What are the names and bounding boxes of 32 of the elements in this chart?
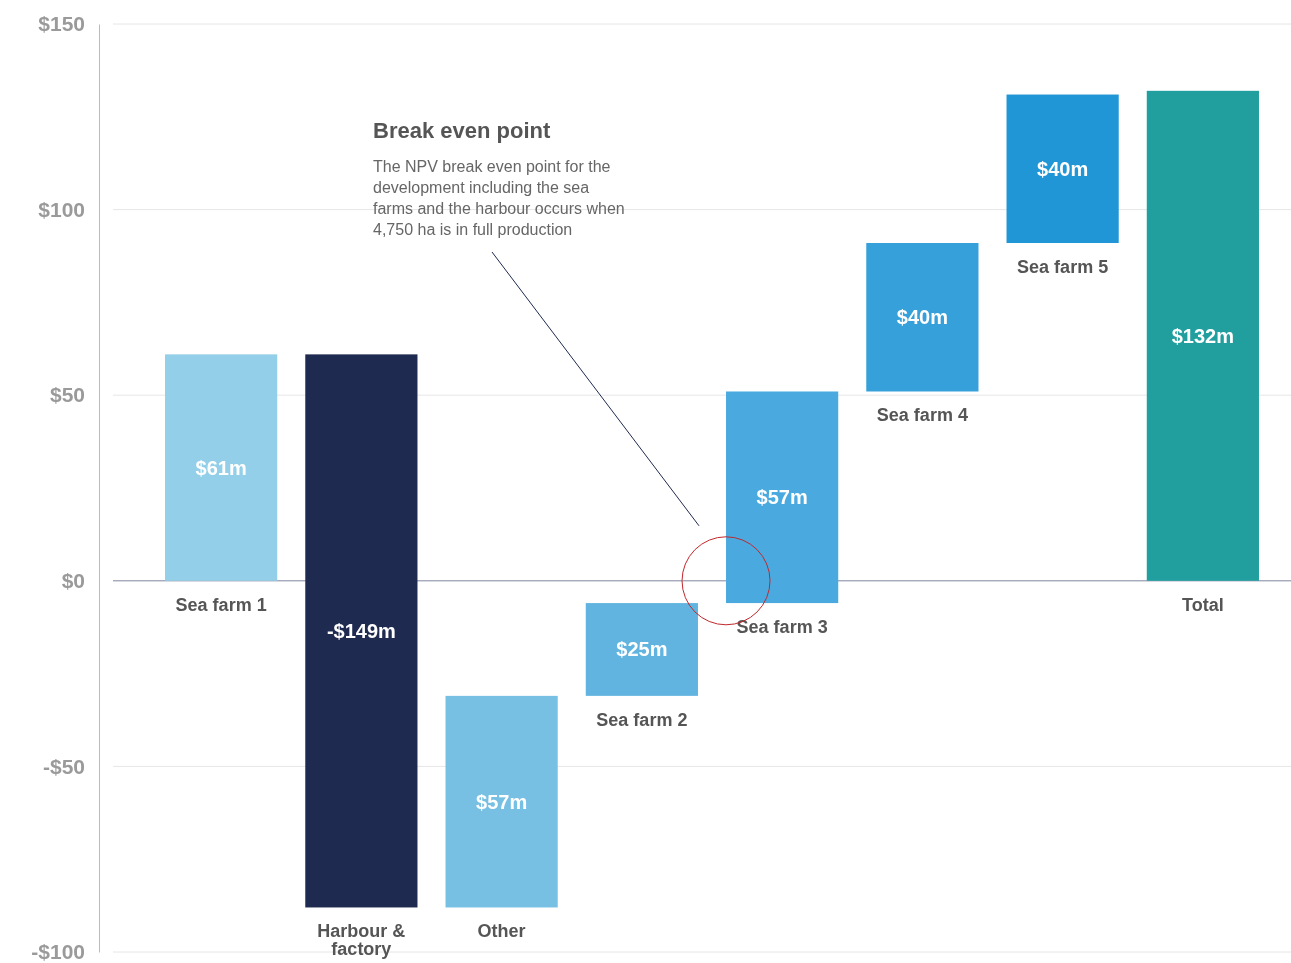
bar: [585, 603, 698, 696]
bar: [165, 354, 278, 581]
data-label: $57m: [756, 486, 808, 509]
bar: [305, 354, 418, 908]
x-tick-label: Sea farm 4: [876, 405, 968, 426]
x-tick-label: Sea farm 3: [736, 617, 828, 638]
x-tick-label: Sea farm 2: [596, 709, 688, 730]
y-tick-label: -$100: [31, 940, 85, 963]
y-tick-label: $0: [61, 569, 85, 593]
data-label: $61m: [195, 456, 247, 479]
y-tick-label: $150: [38, 12, 85, 36]
annotation: The NPV break even point for the development including the sea farms and the harbour occurs when 4,750 ha is in full production: [373, 158, 625, 238]
data-label: $40m: [896, 306, 948, 329]
x-tick-label: Sea farm 5: [1017, 257, 1109, 278]
data-label: $132m: [1171, 324, 1235, 347]
bar: [726, 391, 839, 604]
x-tick-label: Other: [477, 921, 526, 942]
data-label: $25m: [616, 638, 668, 661]
y-tick-label: $50: [49, 383, 85, 407]
y-tick-label: -$50: [42, 754, 85, 778]
data-label: $57m: [476, 790, 528, 813]
bar: [1006, 94, 1119, 244]
bar: [1146, 90, 1259, 581]
x-tick-label: Total: [1182, 594, 1224, 615]
bar: [445, 695, 558, 908]
data-label: $40m: [1037, 157, 1089, 180]
data-label: -$149m: [326, 619, 396, 642]
annotation: Break even point: [373, 118, 551, 143]
bar: [866, 243, 979, 392]
x-tick-label: Harbour & factory: [317, 921, 406, 960]
x-tick-label: Sea farm 1: [175, 594, 267, 615]
y-tick-label: $100: [38, 197, 85, 221]
